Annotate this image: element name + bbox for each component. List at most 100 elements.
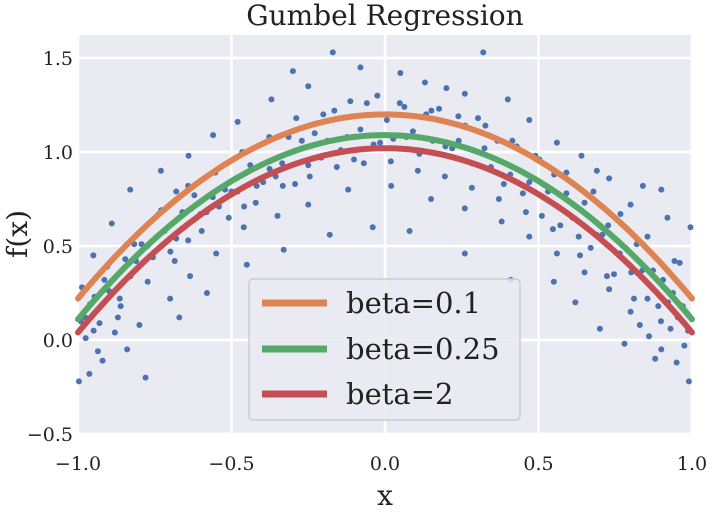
scatter-point <box>171 258 178 265</box>
scatter-point <box>436 105 443 112</box>
scatter-point <box>461 90 468 97</box>
scatter-point <box>252 199 259 206</box>
scatter-point <box>234 118 241 125</box>
scatter-point <box>428 196 435 202</box>
y-tick-label: −0.5 <box>27 424 73 446</box>
scatter-point <box>157 167 164 174</box>
scatter-point <box>621 340 628 347</box>
scatter-point <box>86 370 93 377</box>
scatter-point <box>144 278 151 285</box>
scatter-point <box>652 355 659 362</box>
scatter-point <box>127 186 134 193</box>
scatter-point <box>305 201 312 208</box>
chart-title: Gumbel Regression <box>246 0 523 32</box>
scatter-point <box>292 180 299 187</box>
scatter-point <box>357 126 364 133</box>
scatter-point <box>587 244 594 251</box>
scatter-point <box>553 250 560 257</box>
scatter-point <box>606 175 613 182</box>
scatter-point <box>142 374 149 381</box>
scatter-point <box>213 250 220 257</box>
scatter-point <box>350 156 357 163</box>
scatter-point <box>519 190 526 197</box>
scatter-point <box>305 83 312 90</box>
scatter-point <box>578 152 585 159</box>
scatter-point <box>639 182 646 189</box>
scatter-point <box>225 214 232 221</box>
scatter-point <box>326 231 333 238</box>
scatter-point <box>279 160 286 167</box>
scatter-point <box>671 258 678 265</box>
scatter-point <box>363 100 370 107</box>
scatter-point <box>268 96 275 103</box>
scatter-point <box>630 295 637 302</box>
scatter-point <box>122 256 129 263</box>
scatter-point <box>593 167 600 174</box>
regression-curves <box>75 111 695 336</box>
scatter-point <box>124 346 131 353</box>
y-tick-label: 1.5 <box>43 48 73 70</box>
x-tick-label: 0.5 <box>523 453 553 475</box>
scatter-point <box>482 122 489 129</box>
scatter-point <box>279 182 286 189</box>
scatter-point <box>617 211 624 218</box>
scatter-point <box>274 212 281 219</box>
scatter-point <box>428 107 435 114</box>
scatter-point <box>538 212 545 219</box>
scatter-point <box>655 303 662 310</box>
scatter-point <box>167 295 174 302</box>
scatter-point <box>421 79 428 86</box>
legend-label-beta-0-1: beta=0.1 <box>346 286 481 320</box>
scatter-point <box>203 290 210 296</box>
curve-beta-0-1 <box>75 111 695 302</box>
curve-beta-0-25 <box>75 132 695 323</box>
scatter-point <box>360 160 367 167</box>
scatter-point <box>572 299 579 306</box>
scatter-point <box>627 201 634 208</box>
scatter-point <box>357 64 364 71</box>
scatter-point <box>549 226 556 233</box>
scatter-point <box>176 314 183 321</box>
scatter-point <box>331 107 338 114</box>
scatter-point <box>475 115 482 122</box>
scatter-point <box>187 273 194 280</box>
x-tick-labels: −1.0 −0.5 0.0 0.5 1.0 <box>55 453 707 475</box>
scatter-point <box>210 132 217 139</box>
scatter-point <box>329 49 336 56</box>
legend-label-beta-0-25: beta=0.25 <box>346 332 500 366</box>
scatter-point <box>498 218 505 225</box>
scatter-point <box>667 325 674 332</box>
scatter-point <box>387 158 394 165</box>
scatter-point <box>347 98 354 105</box>
x-tick-label: −1.0 <box>55 453 101 475</box>
scatter-point <box>406 227 413 234</box>
scatter-point <box>298 137 305 144</box>
scatter-point <box>397 70 404 77</box>
x-axis-label: x <box>377 479 393 512</box>
scatter-point <box>581 199 588 206</box>
scatter-point <box>576 252 583 259</box>
scatter-point <box>636 321 643 328</box>
scatter-point <box>409 128 416 135</box>
scatter-point <box>522 209 529 216</box>
y-tick-label: 1.0 <box>43 142 73 164</box>
curve-beta-2 <box>75 145 695 336</box>
scatter-point <box>191 192 198 199</box>
x-tick-label: 0.0 <box>370 453 400 475</box>
scatter-point <box>383 117 390 124</box>
y-axis-label: f(x) <box>1 210 34 258</box>
scatter-point <box>504 96 511 103</box>
scatter-point <box>108 220 115 227</box>
scatter-point <box>185 152 192 159</box>
scatter-point <box>240 224 247 231</box>
scatter-point <box>345 186 352 193</box>
scatter-point <box>320 111 327 118</box>
scatter-point <box>136 321 143 328</box>
scatter-point <box>557 222 564 229</box>
scatter-point <box>377 139 384 146</box>
scatter-point <box>468 184 475 191</box>
legend-label-beta-2: beta=2 <box>346 377 453 411</box>
scatter-point <box>414 167 421 174</box>
scatter-point <box>173 188 180 195</box>
scatter-point <box>333 164 340 171</box>
